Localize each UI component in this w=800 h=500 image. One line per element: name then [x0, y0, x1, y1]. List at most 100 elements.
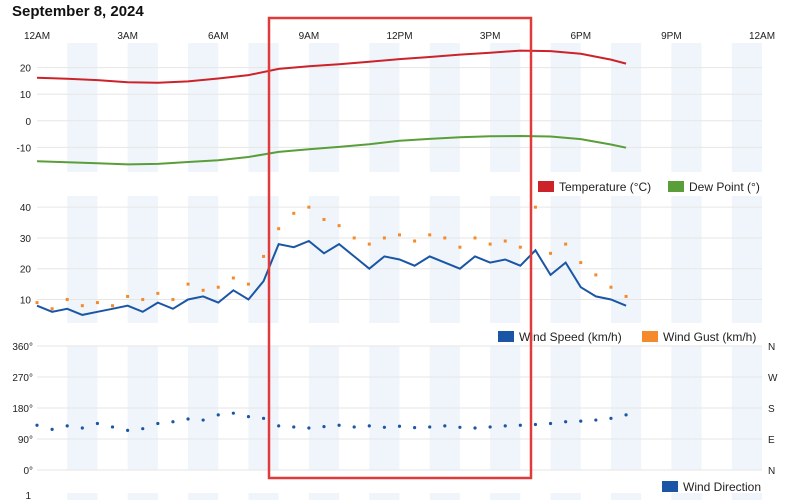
gust-point — [473, 236, 477, 240]
direction-point — [488, 425, 492, 429]
shade-band — [490, 493, 521, 500]
shade-band — [308, 493, 340, 500]
direction-point — [246, 415, 251, 419]
shade-band — [610, 196, 642, 323]
y-right-tick-label: S — [768, 404, 775, 415]
direction-point — [216, 413, 220, 417]
y-right-tick-label: E — [768, 435, 775, 446]
y-tick-label: 360° — [12, 342, 33, 353]
shade-band — [731, 43, 762, 172]
direction-point — [110, 425, 115, 429]
shade-band — [610, 493, 642, 500]
direction-point — [231, 411, 235, 415]
legend-label: Wind Speed (km/h) — [519, 330, 622, 344]
y-tick-label: 10 — [20, 296, 32, 307]
legend-swatch — [662, 481, 678, 492]
direction-point — [337, 423, 341, 427]
direction-point — [80, 426, 84, 430]
direction-point — [201, 418, 205, 422]
shade-band — [369, 493, 400, 500]
direction-point — [50, 427, 54, 431]
shade-band — [490, 43, 521, 172]
shade-band — [429, 493, 460, 500]
y-tick-label: 90° — [18, 435, 33, 446]
y-tick-label: 1 — [25, 491, 31, 500]
gust-point — [488, 242, 492, 246]
direction-point — [171, 420, 175, 424]
y-tick-label: 20 — [20, 64, 32, 75]
gust-point — [307, 205, 311, 209]
direction-point — [458, 425, 462, 429]
gust-point — [231, 276, 235, 280]
shade-band — [127, 493, 158, 500]
shade-band — [429, 43, 460, 172]
y-tick-label: 30 — [20, 234, 32, 245]
gust-point — [156, 291, 160, 295]
direction-point — [548, 421, 553, 426]
direction-point — [292, 425, 296, 429]
shade-band — [248, 196, 279, 323]
shade-band — [127, 196, 158, 323]
x-tick-label: 12AM — [24, 31, 50, 42]
legend-swatch — [668, 181, 684, 192]
y-tick-label: 0 — [25, 117, 31, 128]
gust-point — [95, 301, 99, 305]
y-tick-label: 10 — [20, 90, 32, 101]
y-right-tick-label: W — [768, 373, 778, 384]
gust-point — [352, 236, 356, 240]
direction-point — [594, 418, 598, 422]
gust-point — [609, 285, 613, 289]
direction-point — [413, 426, 417, 430]
gust-point — [624, 294, 628, 298]
direction-point — [65, 424, 69, 428]
direction-point — [473, 426, 477, 430]
legend-label: Wind Gust (km/h) — [663, 330, 756, 344]
gust-point — [594, 273, 598, 277]
legend-label: Dew Point (°) — [689, 180, 760, 194]
gridlines — [37, 67, 762, 471]
direction-point — [95, 421, 100, 426]
direction-point — [352, 425, 356, 429]
gust-point — [80, 304, 84, 308]
direction-point — [609, 416, 613, 420]
direction-point — [503, 424, 507, 428]
page-title: September 8, 2024 — [12, 3, 144, 20]
direction-point — [186, 417, 190, 421]
direction-point — [579, 419, 583, 423]
gust-point — [428, 233, 432, 237]
gust-point — [518, 245, 522, 249]
direction-point — [126, 428, 130, 432]
y-right-tick-label: N — [768, 342, 775, 353]
shade-band — [188, 43, 219, 172]
gust-point — [246, 282, 250, 286]
direction-point — [156, 421, 160, 426]
x-tick-label: 12AM — [749, 31, 775, 42]
shade-band — [731, 196, 762, 323]
series-line-dew-point — [36, 134, 627, 166]
x-tick-label: 3AM — [117, 31, 138, 42]
shade-band — [248, 493, 279, 500]
x-tick-label: 9AM — [299, 31, 320, 42]
gust-point — [277, 227, 281, 231]
gust-point — [141, 298, 145, 302]
direction-point — [35, 423, 39, 427]
direction-point — [367, 424, 371, 428]
gust-point — [382, 236, 386, 240]
gust-point — [533, 205, 537, 209]
gust-point — [50, 307, 54, 311]
gust-point — [413, 239, 417, 243]
shade-band — [188, 493, 219, 500]
shade-band — [369, 196, 400, 323]
direction-point — [518, 423, 522, 427]
shade-band — [67, 196, 98, 323]
legend-label: Wind Direction — [683, 480, 761, 494]
gust-point — [579, 261, 583, 265]
direction-point — [428, 425, 432, 429]
gust-point — [503, 239, 507, 243]
direction-point — [141, 427, 145, 431]
legend-label: Temperature (°C) — [559, 180, 651, 194]
gust-point — [171, 298, 175, 302]
direction-point — [277, 424, 281, 428]
x-tick-label: 6PM — [570, 31, 591, 42]
gust-point — [186, 282, 190, 286]
